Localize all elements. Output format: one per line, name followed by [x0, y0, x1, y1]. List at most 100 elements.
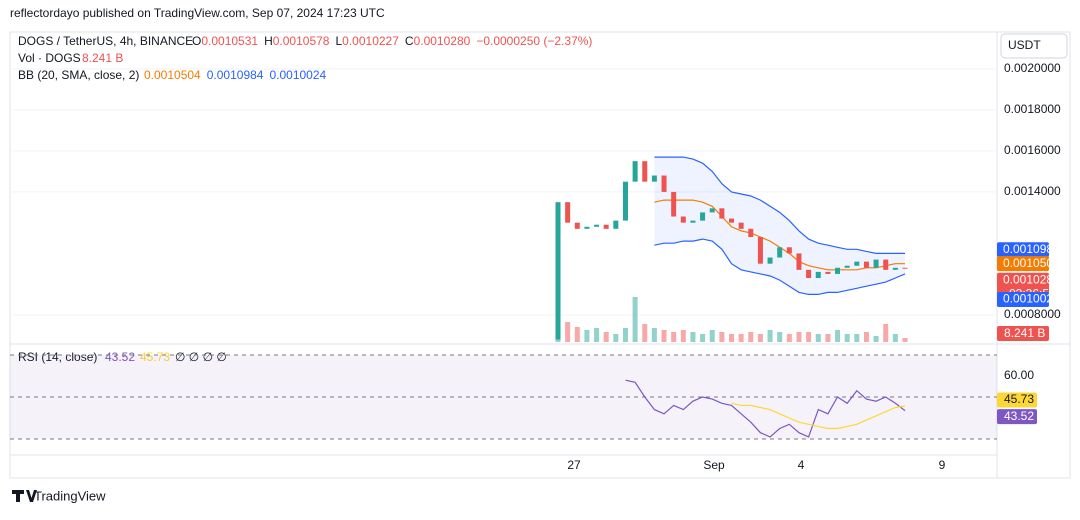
rsi-extra: ∅ ∅ ∅ ∅	[175, 350, 227, 364]
candle	[757, 237, 763, 264]
volume-bar	[651, 328, 657, 342]
volume-bar	[757, 333, 763, 342]
volume-bar	[661, 330, 667, 342]
rsi-title: RSI (14, close)	[18, 350, 97, 364]
bb-label: BB (20, SMA, close, 2)	[18, 68, 139, 82]
volume-bar	[671, 331, 677, 342]
volume-bar	[796, 331, 802, 342]
candle	[594, 224, 600, 227]
volume-bar	[738, 333, 744, 342]
volume-bar	[854, 333, 860, 342]
vol-label: Vol · DOGS	[18, 51, 81, 65]
volume-bar	[777, 331, 783, 342]
rsi-label-bg	[997, 409, 1037, 425]
price-label-bg	[997, 291, 1049, 307]
price-label: 0.0010504	[1003, 256, 1060, 270]
candle	[815, 271, 821, 279]
volume-bar	[892, 333, 898, 342]
y-tick-label: 0.0008000	[1004, 307, 1061, 321]
candle	[844, 265, 850, 268]
candle	[873, 259, 879, 268]
volume-label-bg	[997, 326, 1049, 341]
rsi-band	[10, 355, 997, 439]
candle	[806, 269, 812, 279]
candle	[700, 212, 706, 221]
volume-bar	[825, 333, 831, 342]
volume-bar	[709, 330, 715, 342]
candle	[738, 222, 744, 229]
volume-bar	[690, 331, 696, 342]
volume-bar	[719, 331, 725, 342]
chart-frame	[9, 31, 1071, 479]
bb-lower	[654, 238, 906, 295]
volume-bar	[873, 335, 879, 342]
publisher: reflectordayo published on TradingView.c…	[10, 6, 385, 20]
volume-bar	[844, 333, 850, 342]
candle	[680, 216, 686, 223]
y-tick-label: 0.0014000	[1004, 184, 1061, 198]
rsi-label: 43.52	[1004, 409, 1034, 423]
bb-fill	[654, 157, 905, 295]
candle	[613, 220, 619, 229]
x-tick-label: 9	[939, 458, 946, 472]
volume-bar	[806, 331, 812, 342]
y-tick-label: 0.0016000	[1004, 143, 1061, 157]
volume-bar	[613, 333, 619, 342]
volume-bar	[748, 331, 754, 342]
candle	[719, 208, 725, 219]
currency[interactable]: USDT	[1008, 38, 1041, 52]
volume-bar	[835, 330, 841, 342]
brand: TradingView	[34, 488, 106, 503]
volume-bar	[622, 328, 628, 342]
volume-bar	[574, 326, 580, 342]
rsi-ma-value: 45.73	[140, 350, 170, 364]
vol-value: 8.241 B	[82, 51, 123, 65]
bb-values: 0.0010504 0.0010984 0.0010024	[144, 68, 327, 82]
candle	[825, 271, 831, 274]
volume-bar	[632, 296, 638, 342]
rsi-tick-label: 60.00	[1004, 368, 1034, 382]
volume-bar	[584, 330, 590, 342]
candle	[835, 267, 841, 274]
ohlc-label: O	[192, 34, 201, 48]
bb-value: 0.0010984	[207, 68, 264, 82]
candle	[729, 218, 734, 223]
volume-label: 8.241 B	[1004, 326, 1045, 340]
volume-bar	[815, 333, 821, 342]
volume-bar	[786, 333, 792, 342]
ohlc-value: 0.0010280	[414, 34, 471, 48]
rsi-label: 45.73	[1004, 392, 1034, 406]
currency-button[interactable]	[1000, 33, 1068, 59]
volume-bar	[767, 330, 773, 342]
rsi-value: 43.52	[105, 350, 135, 364]
x-tick-label: 27	[567, 458, 581, 472]
candle	[661, 175, 667, 192]
bb-upper	[654, 156, 905, 254]
candle	[632, 161, 638, 182]
volume-bar	[700, 333, 706, 342]
candle	[748, 228, 754, 238]
bb-value: 0.0010024	[269, 68, 326, 82]
candle	[854, 261, 860, 266]
candle	[709, 208, 715, 213]
volume-bar	[603, 331, 609, 342]
volume-bar	[565, 321, 571, 342]
candle	[584, 226, 590, 229]
rsi-line	[625, 379, 906, 438]
candle	[690, 220, 696, 223]
bb-value: 0.0010504	[144, 68, 201, 82]
y-tick-label: 0.0018000	[1004, 102, 1061, 116]
change: −0.0000250 (−2.37%)	[476, 34, 592, 48]
candle	[786, 247, 792, 254]
ohlc-label: L	[335, 34, 342, 48]
candle	[565, 202, 571, 223]
candle	[603, 224, 609, 229]
rsi-label-bg	[997, 392, 1037, 408]
volume-bar	[902, 337, 908, 342]
price-label-bg	[997, 256, 1049, 272]
candle	[777, 247, 783, 258]
symbol: DOGS / TetherUS, 4h, BINANCE	[18, 34, 193, 48]
candle	[642, 161, 648, 182]
